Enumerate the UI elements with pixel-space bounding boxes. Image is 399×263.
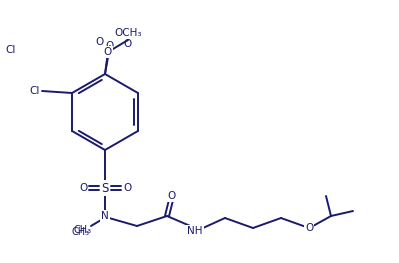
Text: O: O	[79, 183, 87, 193]
Text: O: O	[106, 41, 114, 51]
Text: O: O	[123, 183, 131, 193]
Text: O: O	[305, 223, 313, 233]
Text: S: S	[101, 181, 109, 195]
Text: O: O	[168, 191, 176, 201]
Text: CH₃: CH₃	[72, 227, 90, 237]
Text: S: S	[101, 181, 109, 195]
Text: Cl: Cl	[5, 45, 16, 55]
Text: O: O	[168, 191, 176, 201]
Text: Cl: Cl	[30, 86, 40, 96]
Text: O: O	[96, 37, 104, 47]
Text: O: O	[104, 47, 112, 57]
Text: O: O	[123, 39, 131, 49]
Text: OCH₃: OCH₃	[114, 28, 142, 38]
Text: O: O	[305, 223, 313, 233]
Text: N: N	[101, 211, 109, 221]
Text: NH: NH	[189, 226, 205, 236]
Text: O: O	[79, 183, 87, 193]
Text: CH₃: CH₃	[74, 225, 92, 235]
Text: N: N	[101, 211, 109, 221]
Text: NH: NH	[187, 226, 203, 236]
Text: O: O	[123, 183, 131, 193]
